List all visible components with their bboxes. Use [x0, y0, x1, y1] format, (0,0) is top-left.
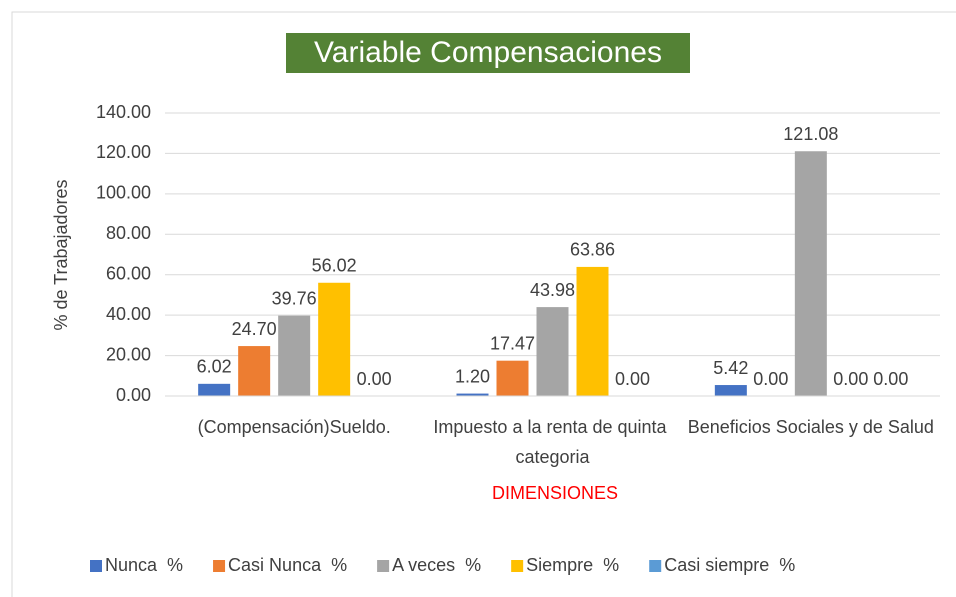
y-tick-label: 100.00	[96, 183, 151, 203]
y-tick-label: 140.00	[96, 102, 151, 122]
bar	[496, 360, 529, 396]
bar	[278, 315, 311, 396]
bar	[456, 393, 489, 396]
y-axis-title: % de Trabajadores	[51, 179, 71, 330]
bar	[576, 266, 609, 396]
data-label: 1.20	[455, 366, 490, 386]
bar	[238, 346, 271, 396]
y-tick-label: 0.00	[116, 385, 151, 405]
data-label: 24.70	[232, 319, 277, 339]
data-label: 0.00	[873, 369, 908, 389]
x-tick-label: Beneficios Sociales y de Salud	[688, 417, 934, 437]
data-label: 56.02	[312, 256, 357, 276]
bar	[318, 282, 351, 396]
legend-swatch	[377, 560, 390, 572]
legend-label: Casi Nunca %	[228, 555, 347, 575]
bar	[198, 383, 231, 396]
data-label: 39.76	[272, 288, 317, 308]
legend-swatch	[649, 560, 662, 572]
legend-label: Casi siempre %	[664, 555, 795, 575]
data-label: 6.02	[197, 357, 232, 377]
y-tick-label: 80.00	[106, 223, 151, 243]
data-label: 121.08	[783, 124, 838, 144]
legend-label: Siempre %	[526, 555, 619, 575]
x-tick-label: (Compensación)Sueldo.	[198, 417, 391, 437]
chart-border	[11, 11, 956, 597]
data-label: 43.98	[530, 280, 575, 300]
data-label: 63.86	[570, 240, 615, 260]
bar	[794, 151, 827, 396]
legend-label: Nunca %	[105, 555, 183, 575]
legend-swatch	[213, 560, 226, 572]
legend-swatch	[90, 560, 102, 572]
x-tick-label: Impuesto a la renta de quinta categoria	[433, 417, 671, 467]
chart-title: Variable Compensaciones	[314, 36, 662, 69]
data-label: 5.42	[713, 358, 748, 378]
legend-label: A veces %	[392, 555, 481, 575]
y-tick-label: 20.00	[106, 344, 151, 364]
y-tick-label: 60.00	[106, 263, 151, 283]
x-axis-title: DIMENSIONES	[492, 483, 618, 503]
data-label: 0.00	[833, 369, 868, 389]
data-label: 0.00	[615, 369, 650, 389]
y-tick-label: 40.00	[106, 304, 151, 324]
data-label: 0.00	[357, 369, 392, 389]
data-label: 0.00	[753, 369, 788, 389]
bar	[714, 385, 747, 396]
legend-swatch	[511, 560, 524, 572]
bar	[536, 307, 569, 396]
y-tick-label: 120.00	[96, 142, 151, 162]
data-label: 17.47	[490, 333, 535, 353]
title-box	[286, 33, 690, 73]
